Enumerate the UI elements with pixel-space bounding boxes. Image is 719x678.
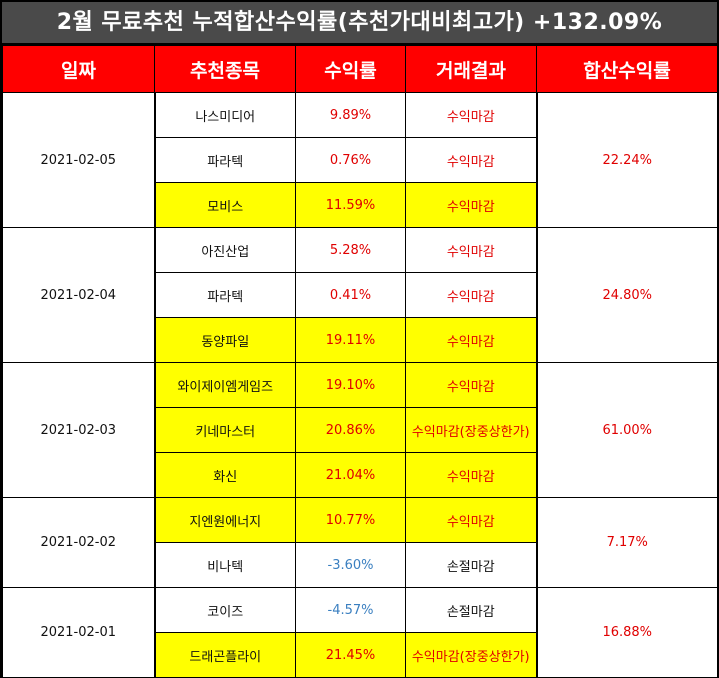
total-return-cell: 7.17% — [535, 497, 718, 588]
trade-result-cell: 수익마감(장중상한가) — [405, 407, 537, 453]
header-total: 합산수익률 — [536, 45, 718, 93]
total-return-cell: 22.24% — [535, 92, 718, 228]
trade-result-cell: 수익마감 — [405, 452, 537, 498]
trade-result-cell: 수익마감 — [405, 272, 537, 318]
table-row: 파라텍 0.76% 수익마감 — [3, 137, 718, 183]
trade-result-cell: 손절마감 — [405, 587, 537, 633]
table-row: 파라텍 0.41% 수익마감 — [3, 272, 718, 318]
results-body: 2021-02-05 나스미디어 9.89% 수익마감 22.24% 파라텍 0.76% 수익… — [2, 92, 718, 678]
date-cell: 2021-02-04 — [2, 227, 156, 363]
stock-name-cell: 파라텍 — [154, 137, 296, 183]
header-date: 일짜 — [2, 45, 155, 93]
return-cell: 0.76% — [295, 137, 406, 183]
return-cell: 20.86% — [295, 407, 406, 453]
table-row: 화신 21.04% 수익마감 — [3, 452, 718, 498]
return-cell: 11.59% — [295, 182, 406, 228]
trade-result-cell: 수익마감 — [405, 497, 537, 543]
total-return-cell: 24.80% — [535, 227, 718, 363]
return-cell: -3.60% — [295, 542, 406, 588]
trade-result-cell: 수익마감 — [405, 227, 537, 273]
stock-name-cell: 드래곤플라이 — [154, 632, 296, 678]
header-row: 일짜 추천종목 수익률 거래결과 합산수익률 — [2, 45, 718, 93]
table-row: 동양파일 19.11% 수익마감 — [3, 317, 718, 363]
stock-name-cell: 지엔원에너지 — [154, 497, 296, 543]
stock-name-cell: 나스미디어 — [154, 92, 296, 138]
return-cell: 5.28% — [295, 227, 406, 273]
trade-result-cell: 수익마감 — [405, 362, 537, 408]
return-cell: 21.45% — [295, 632, 406, 678]
table-row: 2021-02-05 나스미디어 9.89% 수익마감 22.24% — [2, 92, 718, 228]
return-cell: 21.04% — [295, 452, 406, 498]
table-row: 비나텍 -3.60% 손절마감 — [3, 542, 718, 588]
table-row: 모비스 11.59% 수익마감 — [3, 182, 718, 228]
trade-result-cell: 수익마감 — [405, 317, 537, 363]
header-result: 거래결과 — [405, 45, 537, 93]
header-return: 수익률 — [295, 45, 406, 93]
trade-result-cell: 수익마감(장중상한가) — [405, 632, 537, 678]
header-stock: 추천종목 — [154, 45, 296, 93]
stock-name-cell: 와이제이엠게임즈 — [154, 362, 296, 408]
total-return-cell: 16.88% — [535, 587, 718, 678]
return-cell: 10.77% — [295, 497, 406, 543]
return-cell: 0.41% — [295, 272, 406, 318]
stock-name-cell: 코이즈 — [154, 587, 296, 633]
table-row: 2021-02-01 코이즈 -4.57% 손절마감 16.88% — [2, 587, 718, 678]
return-cell: 9.89% — [295, 92, 406, 138]
stock-name-cell: 아진산업 — [154, 227, 296, 273]
table-row: 2021-02-02 지엔원에너지 10.77% 수익마감 7.17% — [2, 497, 718, 588]
date-cell: 2021-02-05 — [2, 92, 156, 228]
table-row: 키네마스터 20.86% 수익마감(장중상한가) — [3, 407, 718, 453]
stock-name-cell: 화신 — [154, 452, 296, 498]
date-cell: 2021-02-02 — [2, 497, 156, 588]
table-row: 2021-02-04 아진산업 5.28% 수익마감 24.80% — [2, 227, 718, 363]
table-row: 드래곤플라이 21.45% 수익마감(장중상한가) — [3, 632, 718, 678]
return-cell: -4.57% — [295, 587, 406, 633]
total-return-cell: 61.00% — [535, 362, 718, 498]
trade-result-cell: 수익마감 — [405, 182, 537, 228]
return-cell: 19.10% — [295, 362, 406, 408]
stock-name-cell: 키네마스터 — [154, 407, 296, 453]
stock-name-cell: 비나텍 — [154, 542, 296, 588]
trade-result-cell: 수익마감 — [405, 137, 537, 183]
stock-name-cell: 모비스 — [154, 182, 296, 228]
results-table: 일짜 추천종목 수익률 거래결과 합산수익률 2021-02-05 나스미디어 9.… — [2, 45, 718, 678]
table-row: 2021-02-03 와이제이엠게임즈 19.10% 수익마감 61.00% — [2, 362, 718, 498]
date-cell: 2021-02-03 — [2, 362, 156, 498]
date-cell: 2021-02-01 — [2, 587, 156, 678]
trade-result-cell: 수익마감 — [405, 92, 537, 138]
return-cell: 19.11% — [295, 317, 406, 363]
stock-name-cell: 동양파일 — [154, 317, 296, 363]
stock-name-cell: 파라텍 — [154, 272, 296, 318]
sheet-title: 2월 무료추천 누적합산수익률(추천가대비최고가) +132.09% — [2, 2, 717, 43]
trade-result-cell: 손절마감 — [405, 542, 537, 588]
